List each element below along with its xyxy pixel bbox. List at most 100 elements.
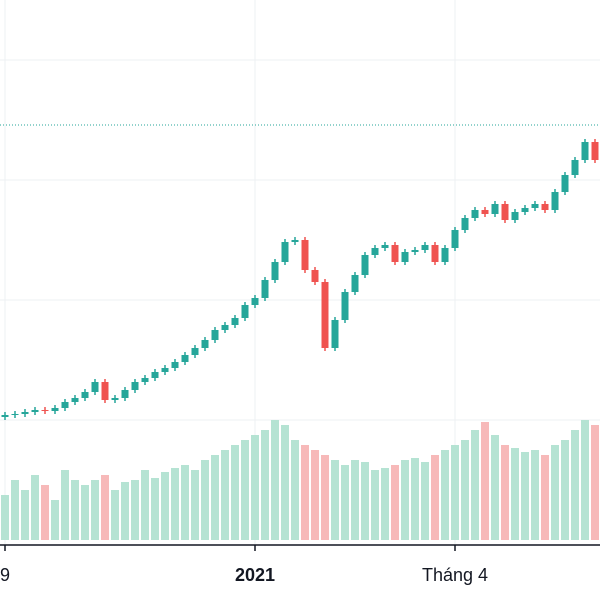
volume-bar [11, 480, 19, 540]
candle-body [541, 204, 549, 210]
candle-body [121, 390, 129, 398]
volume-bar [561, 440, 569, 540]
candle-body [431, 245, 439, 262]
volume-bar [371, 470, 379, 540]
candle-body [471, 210, 479, 218]
volume-bar [1, 495, 9, 540]
candle-body [81, 392, 89, 398]
volume-bar [301, 445, 309, 540]
volume-bar [111, 490, 119, 540]
volume-bar [351, 460, 359, 540]
candle-body [351, 275, 359, 292]
volume-bar [201, 460, 209, 540]
candle-body [111, 398, 119, 400]
candle-body [481, 210, 489, 214]
candle-body [451, 230, 459, 248]
volume-bar [471, 430, 479, 540]
volume-bar [481, 422, 489, 540]
x-tick-label: 2021 [235, 565, 275, 585]
candle-body [91, 382, 99, 392]
volume-bar [401, 460, 409, 540]
volume-bar [231, 445, 239, 540]
candle-body [581, 142, 589, 160]
volume-bar [331, 460, 339, 540]
candle-body [531, 204, 539, 208]
volume-bar [591, 425, 599, 540]
candle-body [341, 292, 349, 320]
candle-body [361, 255, 369, 275]
candle-body [281, 242, 289, 262]
volume-bar [291, 440, 299, 540]
candle-body [311, 270, 319, 282]
candle-body [261, 280, 269, 298]
candle-body [551, 192, 559, 210]
volume-bar [571, 430, 579, 540]
candle-body [381, 245, 389, 248]
candle-body [241, 305, 249, 318]
candle-body [101, 382, 109, 400]
volume-bar [131, 480, 139, 540]
volume-bar [121, 482, 129, 540]
volume-bar [51, 500, 59, 540]
candle-body [31, 410, 39, 412]
x-tick-label: 9 [0, 565, 10, 585]
volume-bar [271, 420, 279, 540]
volume-bar [41, 485, 49, 540]
candle-body [571, 160, 579, 175]
volume-bar [451, 445, 459, 540]
volume-bar [501, 445, 509, 540]
volume-bar [151, 478, 159, 540]
candle-body [231, 318, 239, 325]
volume-bar [71, 480, 79, 540]
candle-body [61, 402, 69, 408]
candle-body [331, 320, 339, 348]
candle-body [1, 415, 9, 417]
volume-bar [21, 490, 29, 540]
candle-body [141, 378, 149, 382]
volume-bar [311, 450, 319, 540]
volume-bar [361, 462, 369, 540]
candle-body [201, 340, 209, 348]
candle-body [211, 330, 219, 340]
candle-body [11, 414, 19, 415]
volume-bar [181, 465, 189, 540]
candle-body [591, 142, 599, 160]
candle-body [501, 204, 509, 220]
candle-body [461, 218, 469, 230]
volume-bar [461, 440, 469, 540]
candle-body [401, 252, 409, 262]
volume-bar [411, 458, 419, 540]
candle-body [21, 412, 29, 414]
candle-body [371, 248, 379, 255]
volume-bar [491, 435, 499, 540]
x-tick-label: Tháng 4 [422, 565, 488, 585]
candle-body [441, 248, 449, 262]
candle-body [271, 262, 279, 280]
volume-bar [91, 480, 99, 540]
candle-body [251, 298, 259, 305]
volume-bar [81, 485, 89, 540]
volume-bar [221, 450, 229, 540]
volume-bar [281, 425, 289, 540]
volume-bar [531, 450, 539, 540]
volume-bar [161, 472, 169, 540]
candle-body [131, 382, 139, 390]
candle-body [321, 282, 329, 348]
volume-bar [391, 465, 399, 540]
volume-bar [541, 455, 549, 540]
candle-body [181, 355, 189, 362]
volume-bar [101, 475, 109, 540]
candle-body [51, 408, 59, 411]
volume-bar [31, 475, 39, 540]
candle-body [301, 240, 309, 270]
volume-bar [321, 455, 329, 540]
candle-body [171, 362, 179, 368]
candle-body [421, 245, 429, 250]
candle-body [191, 348, 199, 355]
volume-bar [431, 455, 439, 540]
candle-body [521, 208, 529, 212]
candle-body [41, 410, 49, 411]
volume-bar [241, 440, 249, 540]
